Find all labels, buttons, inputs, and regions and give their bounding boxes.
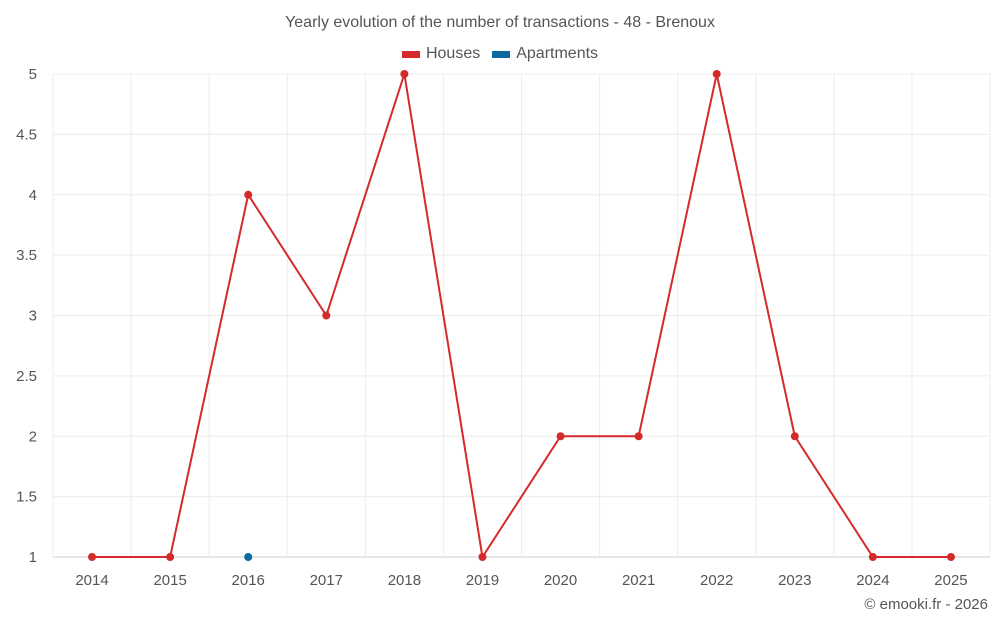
- credit-text: © emooki.fr - 2026: [864, 596, 988, 613]
- y-tick-label: 4.5: [16, 126, 37, 143]
- y-tick-label: 4: [29, 187, 37, 204]
- x-tick-label: 2017: [310, 572, 343, 589]
- x-tick-label: 2020: [544, 572, 577, 589]
- x-tick-label: 2022: [700, 572, 733, 589]
- x-tick-label: 2015: [153, 572, 186, 589]
- legend-swatch-apartments: [492, 50, 511, 58]
- series-line-houses: [92, 73, 951, 560]
- x-tick-label: 2023: [778, 572, 811, 589]
- legend-swatch-houses: [401, 50, 420, 58]
- y-tick-label: 2.5: [16, 368, 37, 385]
- data-point-houses: [712, 70, 721, 78]
- data-point-apartments: [244, 553, 253, 561]
- y-tick-label: 5: [29, 66, 37, 83]
- x-tick-label: 2019: [466, 572, 499, 589]
- data-point-houses: [478, 553, 487, 561]
- data-point-houses: [166, 553, 175, 561]
- y-tick-label: 1: [29, 549, 37, 566]
- legend-label-houses: Houses: [425, 45, 481, 62]
- data-point-houses: [790, 432, 799, 441]
- x-tick-label: 2016: [232, 572, 265, 589]
- y-tick-label: 2: [29, 428, 37, 445]
- data-point-houses: [556, 432, 565, 441]
- y-tick-label: 3: [29, 308, 37, 325]
- x-tick-label: 2018: [388, 572, 421, 589]
- legend-label-apartments: Apartments: [516, 45, 599, 62]
- data-point-houses: [634, 432, 643, 441]
- legend-item-apartments[interactable]: Apartments: [492, 45, 598, 63]
- x-tick-label: 2014: [75, 572, 108, 589]
- data-point-houses: [244, 190, 253, 199]
- data-point-houses: [322, 311, 331, 320]
- x-tick-label: 2021: [622, 572, 655, 589]
- x-tick-label: 2025: [934, 572, 967, 589]
- legend-item-houses[interactable]: Houses: [401, 45, 481, 63]
- y-tick-label: 3.5: [16, 247, 37, 264]
- data-point-houses: [868, 553, 877, 561]
- chart-title: Yearly evolution of the number of transa…: [285, 14, 715, 31]
- data-point-houses: [946, 553, 955, 561]
- y-tick-label: 1.5: [16, 489, 37, 506]
- data-point-houses: [400, 70, 409, 78]
- data-point-houses: [88, 553, 97, 561]
- x-tick-label: 2024: [856, 572, 889, 589]
- legend: Houses Apartments: [0, 45, 1000, 63]
